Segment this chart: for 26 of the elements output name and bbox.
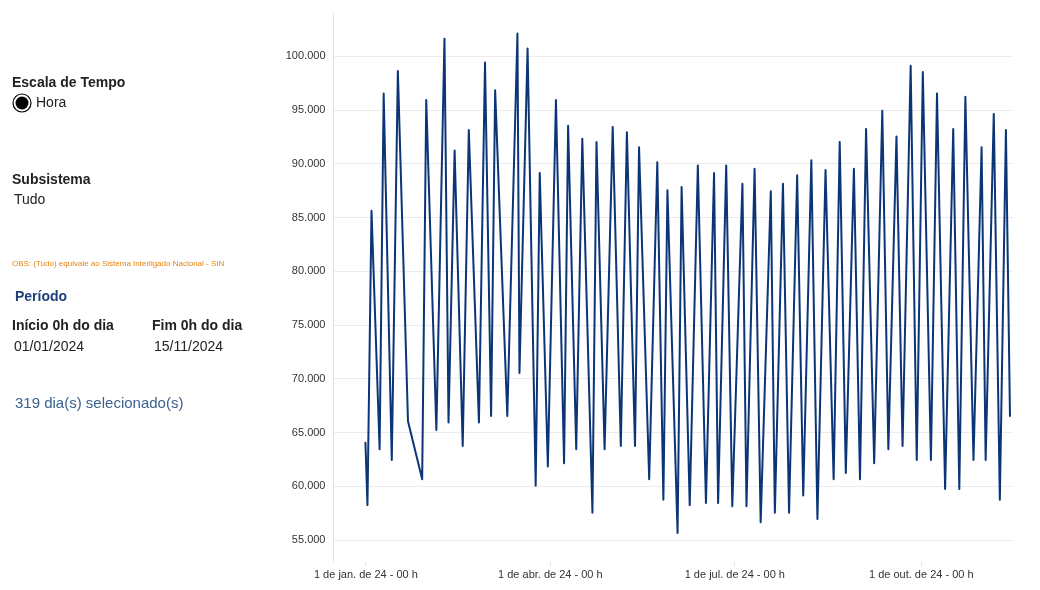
text: 01/01/2024: [14, 338, 85, 354]
y-tick-label: 80.000: [291, 264, 326, 277]
x-tick-label: 1 de out. de 24 - 00 h: [868, 567, 974, 580]
y-tick-label: 55.000: [291, 533, 326, 546]
y-tick-label: 85.000: [291, 210, 326, 223]
y-tick-label: 75.000: [291, 318, 326, 331]
y-tick-label: 95.000: [291, 103, 326, 116]
text: Período: [15, 288, 68, 304]
text: Subsistema: [12, 171, 91, 187]
text: Hora: [36, 94, 67, 110]
text: 15/11/2024: [154, 338, 224, 354]
text: Fim 0h do dia: [152, 317, 243, 333]
line-series: [364, 32, 1011, 535]
y-tick-label: 100.000: [285, 49, 326, 62]
text: OBS: (Tudo) equivale ao Sistema Interligado Nacional - SIN: [12, 259, 225, 268]
x-tick-label: 1 de jul. de 24 - 00 h: [684, 567, 785, 580]
y-tick-label: 65.000: [291, 425, 326, 438]
y-tick-label: 90.000: [291, 156, 326, 169]
x-tick-label: 1 de abr. de 24 - 00 h: [498, 567, 603, 580]
text: Escala de Tempo: [12, 74, 126, 90]
text: 319 dia(s) selecionado(s): [15, 394, 184, 411]
x-tick-label: 1 de jan. de 24 - 00 h: [313, 567, 418, 580]
y-tick-label: 70.000: [291, 371, 326, 384]
y-tick-label: 60.000: [291, 479, 326, 492]
text: Início 0h do dia: [12, 317, 114, 333]
text: Tudo: [14, 191, 46, 207]
